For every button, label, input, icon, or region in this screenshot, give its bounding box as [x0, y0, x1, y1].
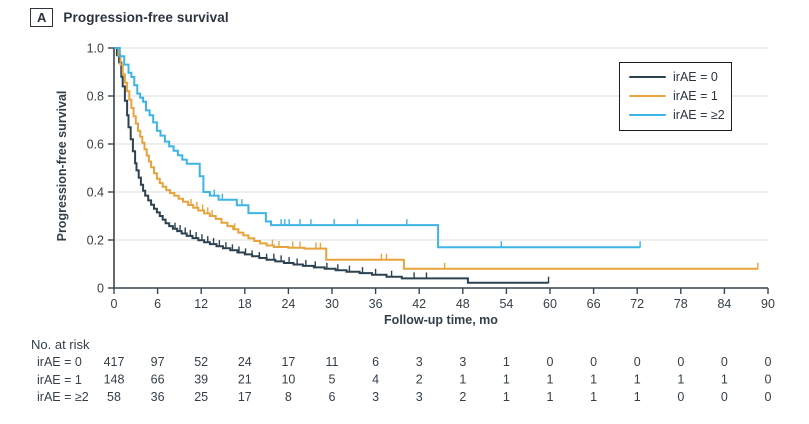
risk-count: 0 — [547, 355, 554, 369]
risk-count: 0 — [765, 390, 772, 404]
risk-count: 1 — [459, 373, 466, 387]
risk-count: 1 — [634, 390, 641, 404]
km-curve-1-irae1 — [114, 47, 758, 270]
risk-count: 39 — [194, 373, 208, 387]
legend-label-irae-0: irAE = 0 — [673, 70, 718, 84]
risk-count: 36 — [151, 390, 165, 404]
y-tick-label: 0 — [97, 282, 104, 296]
x-tick-label: 84 — [717, 297, 731, 311]
risk-count: 3 — [372, 390, 379, 404]
risk-count: 21 — [238, 373, 252, 387]
legend: irAE = 0 irAE = 1 irAE = ≥2 — [619, 62, 732, 131]
y-tick-label: 0.6 — [87, 138, 104, 152]
risk-count: 0 — [721, 355, 728, 369]
risk-count: 52 — [194, 355, 208, 369]
risk-count: 3 — [416, 390, 423, 404]
risk-count: 0 — [765, 373, 772, 387]
risk-table-title: No. at risk — [31, 337, 90, 352]
x-tick-label: 54 — [499, 297, 513, 311]
risk-count: 25 — [194, 390, 208, 404]
panel-letter-badge: A — [30, 8, 54, 27]
legend-swatch-irae-1 — [629, 94, 666, 98]
risk-count: 1 — [547, 373, 554, 387]
risk-count: 24 — [238, 355, 252, 369]
risk-count: 1 — [677, 373, 684, 387]
risk-row-label-irae-1: irAE = 1 — [37, 372, 82, 387]
legend-item-irae-1: irAE = 1 — [629, 89, 723, 103]
risk-count: 6 — [329, 390, 336, 404]
risk-count: 0 — [677, 355, 684, 369]
risk-count: 66 — [151, 373, 165, 387]
risk-count: 148 — [104, 373, 125, 387]
risk-count: 3 — [459, 355, 466, 369]
panel-header: A Progression-free survival — [30, 8, 229, 27]
risk-count: 1 — [503, 390, 510, 404]
km-curve-0-irae0 — [114, 47, 549, 284]
x-tick-label: 6 — [154, 297, 161, 311]
risk-count: 1 — [634, 373, 641, 387]
risk-row-label-irae-2plus: irAE = ≥2 — [37, 390, 89, 404]
x-tick-label: 66 — [587, 297, 601, 311]
risk-count: 1 — [503, 373, 510, 387]
risk-row-label-irae-0: irAE = 0 — [37, 355, 82, 369]
risk-count: 17 — [281, 355, 295, 369]
legend-label-irae-1: irAE = 1 — [673, 89, 718, 103]
risk-count: 0 — [677, 390, 684, 404]
y-tick-label: 0.2 — [87, 234, 104, 248]
risk-count: 1 — [590, 390, 597, 404]
risk-count: 4 — [372, 373, 379, 387]
legend-swatch-irae-2plus — [629, 113, 666, 117]
risk-count: 1 — [547, 390, 554, 404]
x-tick-label: 48 — [456, 297, 470, 311]
x-axis-title: Follow-up time, mo — [384, 313, 498, 327]
risk-count: 11 — [326, 355, 339, 369]
y-axis-title: Progression-free survival — [55, 90, 69, 242]
y-tick-label: 1.0 — [87, 42, 104, 56]
km-curve-2-irae2 — [114, 47, 641, 249]
risk-count: 2 — [459, 390, 466, 404]
risk-count: 417 — [104, 355, 125, 369]
x-tick-label: 12 — [194, 297, 208, 311]
risk-count: 97 — [151, 355, 165, 369]
legend-swatch-irae-0 — [629, 75, 666, 79]
risk-count: 1 — [503, 355, 510, 369]
x-tick-label: 36 — [369, 297, 383, 311]
y-tick-label: 0.8 — [87, 90, 104, 104]
risk-count: 8 — [285, 390, 292, 404]
risk-count: 0 — [634, 355, 641, 369]
legend-item-irae-0: irAE = 0 — [629, 70, 723, 84]
risk-count: 58 — [107, 390, 121, 404]
risk-count: 0 — [590, 355, 597, 369]
risk-count: 1 — [721, 373, 728, 387]
x-tick-label: 0 — [111, 297, 118, 311]
risk-count: 2 — [416, 373, 423, 387]
risk-count: 17 — [238, 390, 252, 404]
risk-count: 5 — [329, 373, 336, 387]
x-tick-label: 42 — [412, 297, 426, 311]
risk-count: 0 — [765, 355, 772, 369]
legend-item-irae-2plus: irAE = ≥2 — [629, 108, 725, 122]
x-tick-label: 72 — [630, 297, 644, 311]
panel-title: Progression-free survival — [63, 10, 229, 25]
x-tick-label: 24 — [281, 297, 295, 311]
x-tick-label: 18 — [238, 297, 252, 311]
x-tick-label: 30 — [325, 297, 339, 311]
x-tick-label: 78 — [674, 297, 688, 311]
x-tick-label: 90 — [761, 297, 775, 311]
risk-count: 6 — [372, 355, 379, 369]
legend-label-irae-2plus: irAE = ≥2 — [673, 108, 725, 122]
y-tick-label: 0.4 — [87, 186, 104, 200]
x-tick-label: 60 — [543, 297, 557, 311]
risk-count: 3 — [416, 355, 423, 369]
risk-count: 0 — [721, 390, 728, 404]
risk-count: 10 — [281, 373, 295, 387]
risk-count: 1 — [590, 373, 597, 387]
